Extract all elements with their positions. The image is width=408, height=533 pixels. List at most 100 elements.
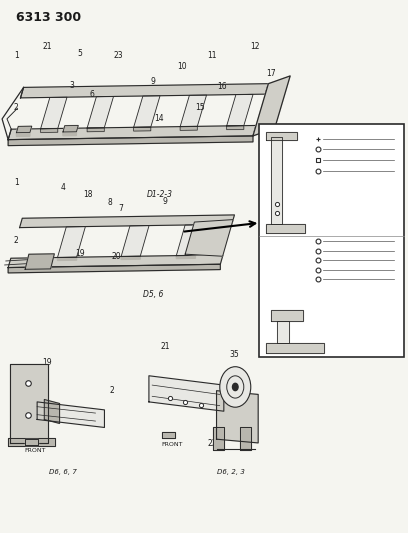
Text: 6: 6 [89, 91, 94, 99]
Polygon shape [271, 137, 282, 224]
Text: 34: 34 [263, 157, 272, 163]
Text: 5: 5 [77, 49, 82, 58]
Text: 10: 10 [177, 62, 186, 71]
Text: 25: 25 [275, 210, 284, 216]
Polygon shape [8, 136, 253, 146]
Circle shape [233, 383, 238, 391]
Text: 26: 26 [385, 147, 394, 154]
Polygon shape [271, 310, 303, 321]
Text: 6313 300: 6313 300 [16, 11, 82, 23]
Text: 27: 27 [385, 232, 394, 239]
Text: 16: 16 [217, 82, 227, 91]
Text: 18: 18 [83, 190, 93, 199]
Text: 4: 4 [61, 183, 66, 192]
Text: 35: 35 [230, 350, 239, 359]
Polygon shape [121, 225, 149, 256]
Polygon shape [58, 227, 85, 257]
Polygon shape [87, 128, 104, 132]
Polygon shape [8, 264, 220, 273]
Text: 25: 25 [385, 278, 394, 285]
Text: 29: 29 [385, 243, 394, 249]
Text: 15: 15 [195, 103, 205, 112]
Text: 28: 28 [269, 220, 278, 226]
Text: 31: 31 [263, 178, 272, 184]
Polygon shape [41, 128, 58, 133]
Text: 31: 31 [263, 280, 272, 287]
Text: 12: 12 [250, 43, 260, 51]
Text: 22: 22 [207, 439, 217, 448]
Text: 21: 21 [160, 342, 170, 351]
Polygon shape [266, 224, 305, 233]
Polygon shape [266, 343, 324, 353]
Polygon shape [8, 125, 256, 140]
Polygon shape [16, 133, 30, 136]
Polygon shape [176, 225, 204, 256]
Text: 29: 29 [385, 170, 394, 176]
Text: 2: 2 [110, 386, 115, 394]
Text: 20: 20 [111, 253, 121, 261]
Text: 21: 21 [42, 43, 52, 51]
Polygon shape [41, 97, 67, 129]
Polygon shape [176, 255, 195, 259]
Polygon shape [25, 439, 38, 445]
Text: D6, 2, 3: D6, 2, 3 [217, 469, 244, 475]
Text: 11: 11 [207, 52, 217, 60]
Text: 23: 23 [113, 52, 123, 60]
Circle shape [220, 367, 251, 407]
Polygon shape [162, 432, 175, 438]
Polygon shape [58, 257, 77, 261]
Text: FRONT: FRONT [25, 448, 46, 453]
Polygon shape [227, 126, 244, 130]
Text: 32: 32 [259, 268, 268, 274]
Bar [259, 124, 404, 357]
Text: w/T" RAIL: w/T" RAIL [316, 349, 347, 355]
Polygon shape [16, 126, 32, 133]
Text: 1: 1 [14, 52, 19, 60]
Text: 14: 14 [154, 114, 164, 123]
Text: 34: 34 [263, 229, 272, 235]
Polygon shape [20, 215, 235, 228]
Polygon shape [121, 256, 140, 260]
Polygon shape [180, 95, 206, 127]
Text: 9: 9 [151, 77, 155, 85]
Polygon shape [266, 132, 297, 140]
Text: D1-2-3: D1-2-3 [147, 190, 173, 199]
Polygon shape [149, 376, 224, 411]
Text: D6, 6, 7: D6, 6, 7 [49, 469, 77, 475]
Polygon shape [134, 96, 160, 127]
Polygon shape [185, 220, 233, 256]
Text: 26: 26 [385, 222, 394, 228]
Text: 19: 19 [42, 358, 52, 367]
Text: 8: 8 [108, 198, 113, 207]
Text: 17: 17 [266, 69, 276, 78]
Polygon shape [240, 427, 251, 450]
Polygon shape [8, 438, 55, 446]
Polygon shape [63, 125, 78, 132]
Text: 1: 1 [14, 178, 19, 187]
Polygon shape [277, 321, 289, 343]
Text: 27: 27 [385, 158, 394, 164]
Polygon shape [10, 364, 48, 443]
Polygon shape [87, 96, 113, 128]
Text: 30: 30 [385, 255, 394, 262]
Text: 31: 31 [263, 239, 272, 246]
Polygon shape [44, 400, 60, 423]
Polygon shape [180, 126, 197, 131]
Polygon shape [37, 402, 104, 427]
Text: 25: 25 [385, 136, 394, 143]
Text: D5, 6: D5, 6 [143, 290, 163, 298]
Text: 24: 24 [385, 125, 394, 131]
Text: 2: 2 [14, 237, 19, 245]
Text: 2: 2 [14, 103, 19, 112]
Polygon shape [134, 127, 151, 131]
Text: 20: 20 [34, 409, 44, 417]
Polygon shape [8, 255, 223, 268]
Text: 28: 28 [269, 127, 278, 134]
Text: 25: 25 [385, 181, 394, 187]
Polygon shape [213, 427, 224, 450]
Polygon shape [20, 84, 268, 98]
Text: 19: 19 [75, 249, 84, 257]
Polygon shape [63, 132, 76, 136]
Text: 7: 7 [118, 205, 123, 213]
Text: 9: 9 [163, 197, 168, 206]
